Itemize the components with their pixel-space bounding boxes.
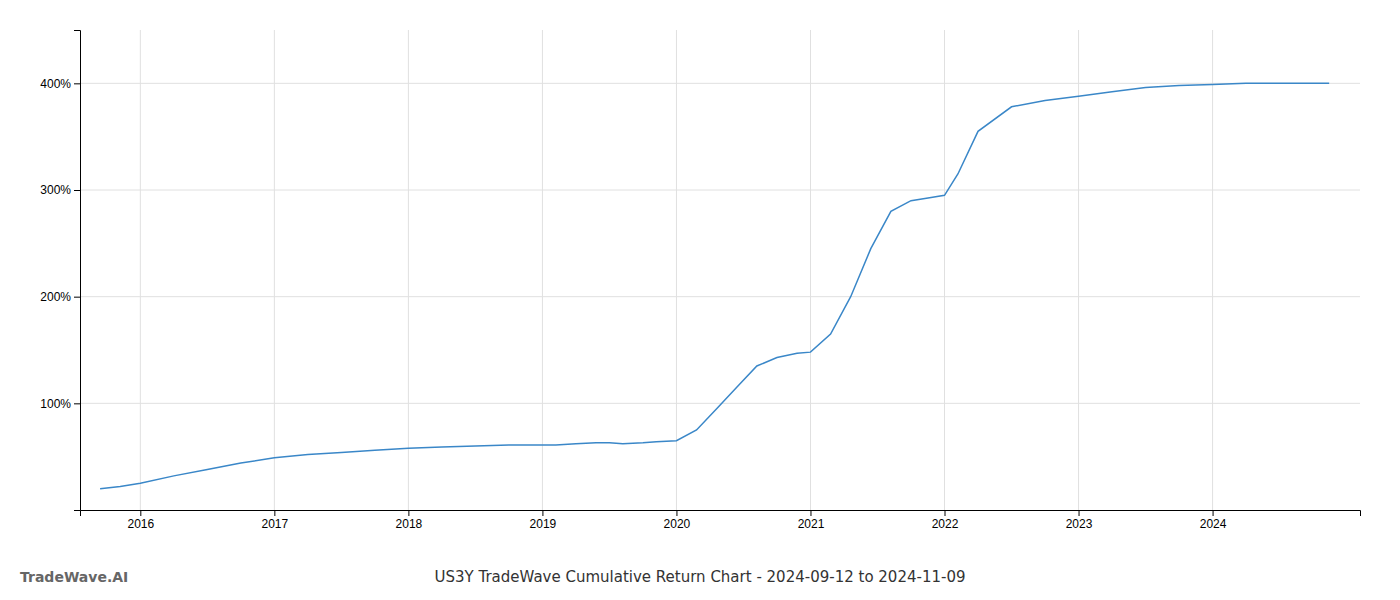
y-tick: 400% <box>40 77 80 91</box>
x-tick: 2020 <box>664 510 691 531</box>
y-tick-mark <box>74 83 80 84</box>
x-tick-label: 2023 <box>1066 517 1093 531</box>
y-tick-mark <box>74 297 80 298</box>
x-tick-label: 2018 <box>396 517 423 531</box>
grid-line-x <box>810 30 811 510</box>
grid-line-y <box>80 403 1360 404</box>
y-tick: 300% <box>40 183 80 197</box>
grid-line-x <box>944 30 945 510</box>
x-tick-label: 2021 <box>798 517 825 531</box>
grid-line-x <box>1078 30 1079 510</box>
line <box>100 83 1329 488</box>
y-axis: 100% 200% 300% 400% <box>40 31 80 511</box>
x-tick: 2019 <box>530 510 557 531</box>
x-tick-label: 2016 <box>127 517 154 531</box>
x-tick: 2023 <box>1066 510 1093 531</box>
y-tick: 200% <box>40 290 80 304</box>
x-axis: 2016 2017 2018 2019 2020 2021 2022 2023 2024 <box>81 510 1361 531</box>
x-axis-line <box>81 511 1361 517</box>
y-tick-label: 200% <box>40 290 71 304</box>
grid <box>80 30 1360 510</box>
x-tick: 2022 <box>932 510 959 531</box>
grid-line-y <box>80 83 1360 84</box>
y-tick-mark <box>74 190 80 191</box>
grid-line-y <box>80 190 1360 191</box>
y-axis-line <box>74 31 81 511</box>
x-tick: 2024 <box>1200 510 1227 531</box>
y-tick-label: 400% <box>40 77 71 91</box>
x-tick-mark <box>408 510 409 516</box>
x-tick-label: 2017 <box>261 517 288 531</box>
x-tick-mark <box>676 510 677 516</box>
x-tick: 2018 <box>396 510 423 531</box>
y-tick-mark <box>74 403 80 404</box>
x-tick-label: 2019 <box>530 517 557 531</box>
grid-line-x <box>274 30 275 510</box>
annotation: TradeWave.AI <box>20 569 128 585</box>
x-tick-mark <box>542 510 543 516</box>
x-tick-mark <box>1213 510 1214 516</box>
marks <box>100 83 1329 488</box>
x-tick: 2016 <box>127 510 154 531</box>
chart: 2016 2017 2018 2019 2020 2021 2022 2023 2024 100%… <box>0 0 1400 600</box>
grid-line-x <box>140 30 141 510</box>
plot: 2016 2017 2018 2019 2020 2021 2022 2023 2024 100%… <box>40 30 1360 531</box>
x-tick: 2017 <box>261 510 288 531</box>
grid-line-y <box>80 296 1360 297</box>
x-tick-mark <box>945 510 946 516</box>
x-tick-mark <box>274 510 275 516</box>
y-tick-label: 300% <box>40 183 71 197</box>
y-tick: 100% <box>40 397 80 411</box>
x-tick-label: 2022 <box>932 517 959 531</box>
title: US3Y TradeWave Cumulative Return Chart -… <box>434 568 965 586</box>
grid-line-x <box>1212 30 1213 510</box>
x-tick-mark <box>1079 510 1080 516</box>
x-tick-mark <box>140 510 141 516</box>
grid-line-x <box>676 30 677 510</box>
x-tick-mark <box>810 510 811 516</box>
grid-line-x <box>408 30 409 510</box>
x-tick-label: 2020 <box>664 517 691 531</box>
x-tick: 2021 <box>798 510 825 531</box>
y-tick-label: 100% <box>40 397 71 411</box>
x-tick-label: 2024 <box>1200 517 1227 531</box>
grid-line-x <box>542 30 543 510</box>
